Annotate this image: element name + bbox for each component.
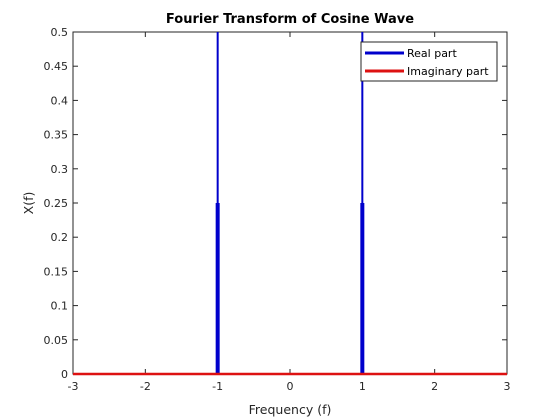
- x-axis-label: Frequency (f): [249, 402, 332, 417]
- y-tick-label-0p3: 0.3: [51, 163, 69, 176]
- legend-label-real-part: Real part: [407, 47, 457, 60]
- y-axis: 0 0.05 0.1 0.15 0.2 0.25 0.3 0.35 0.4 0.45 0.5: [44, 26, 507, 381]
- series-layer: [73, 32, 507, 376]
- y-tick-label-0p15: 0.15: [44, 265, 69, 278]
- y-tick-label-0p4: 0.4: [51, 94, 69, 107]
- y-tick-label-0p05: 0.05: [44, 334, 69, 347]
- legend-label-imaginary-part: Imaginary part: [407, 65, 489, 78]
- chart-title: Fourier Transform of Cosine Wave: [166, 12, 414, 27]
- x-tick-label-neg2: -2: [140, 380, 151, 393]
- x-tick-label-neg1: -1: [212, 380, 223, 393]
- x-tick-label-1: 1: [359, 380, 366, 393]
- y-tick-label-0p1: 0.1: [51, 300, 69, 313]
- plot-area: [72, 31, 508, 375]
- y-tick-label-0p5: 0.5: [51, 26, 69, 39]
- y-axis-label: X(f): [21, 192, 36, 215]
- axes-box: [72, 31, 508, 375]
- y-tick-label-0p45: 0.45: [44, 60, 69, 73]
- y-tick-label-0p35: 0.35: [44, 129, 69, 142]
- legend-box: [360, 41, 498, 82]
- y-tick-label-0p25: 0.25: [44, 197, 69, 210]
- x-tick-label-3: 3: [504, 380, 511, 393]
- x-tick-label-neg3: -3: [68, 380, 79, 393]
- x-tick-label-0: 0: [287, 380, 294, 393]
- y-tick-label-0: 0: [61, 368, 68, 381]
- legend: Real part Imaginary part: [360, 41, 498, 82]
- x-tick-label-2: 2: [431, 380, 438, 393]
- y-tick-label-0p2: 0.2: [51, 231, 69, 244]
